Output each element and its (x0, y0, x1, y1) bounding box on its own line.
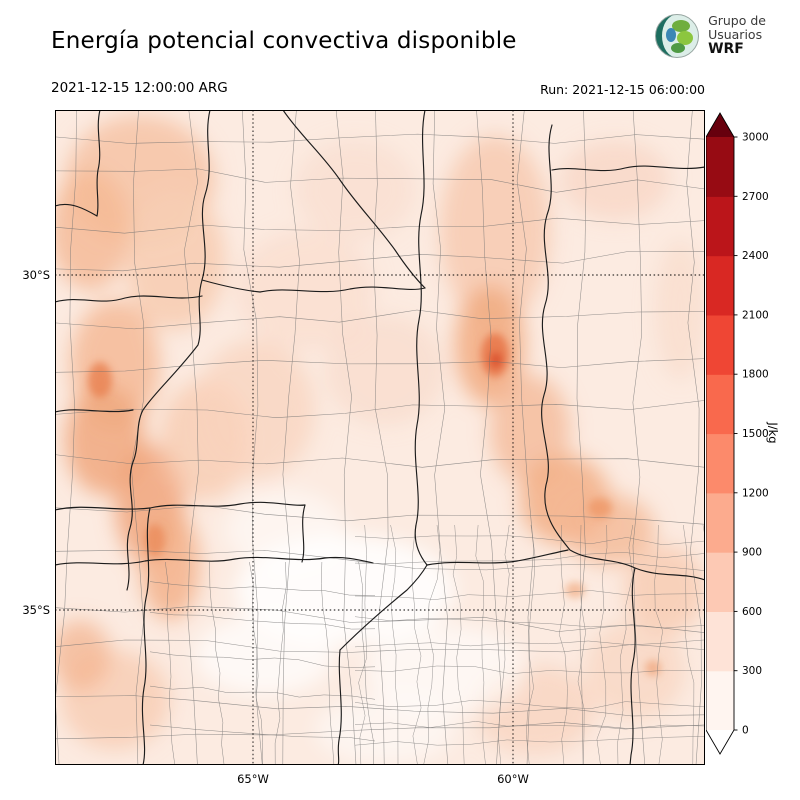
department-boundaries (55, 110, 705, 765)
x-tick-65w: 65°W (237, 772, 269, 786)
colorbar-tick-label: 0 (742, 725, 749, 737)
map-svg (55, 110, 705, 765)
cape-shading-cores (88, 333, 661, 676)
colorbar-segment (706, 314, 734, 375)
gridlines (55, 110, 705, 765)
colorbar-segment (706, 552, 734, 612)
colorbar-tick-label: 1200 (742, 487, 769, 499)
map-plot-area (55, 110, 705, 765)
colorbar-tick-label: 2700 (742, 191, 769, 203)
logo-line-2: Usuarios (708, 27, 763, 43)
colorbar-tick-label: 600 (742, 606, 762, 618)
x-tick-60w: 60°W (497, 772, 529, 786)
colorbar-tick-label: 900 (742, 547, 762, 559)
colorbar-unit-label: J/kg (766, 422, 780, 444)
colorbar-tick-label: 3000 (742, 132, 769, 144)
run-time-label: Run: 2021-12-15 06:00:00 (540, 82, 705, 97)
map-border (55, 110, 705, 765)
department-boundaries-lapampa (149, 561, 376, 765)
colorbar-tick-label: 1500 (742, 428, 769, 440)
colorbar-tick-label: 300 (742, 665, 762, 677)
page-title: Energía potencial convectiva disponible (51, 28, 517, 54)
logo-line-1: Grupo de (708, 13, 766, 29)
valid-time-label: 2021-12-15 12:00:00 ARG (51, 80, 228, 96)
colorbar-segment (706, 670, 734, 731)
colorbar-extend (706, 730, 734, 754)
colorbar-segment (706, 492, 734, 553)
colorbar-segment (706, 255, 734, 316)
colorbar-tick-label: 2100 (742, 309, 769, 321)
department-boundaries-buenosaires (354, 524, 705, 765)
colorbar-segment (706, 611, 734, 672)
colorbar: 0 300 600 900 1200 1500 1800 2100 2400 2700 3000 (706, 112, 769, 755)
wrf-users-group-logo: Grupo de Usuarios WRF (654, 13, 766, 59)
colorbar-segment (706, 196, 734, 257)
wrf-globe-icon (655, 14, 700, 58)
colorbar-extend (706, 113, 734, 137)
colorbar-segment (706, 433, 734, 494)
colorbar-tick-label: 2400 (742, 250, 769, 262)
y-tick-30s: 30°S (22, 268, 50, 282)
logo-line-3: WRF (708, 41, 744, 58)
province-boundaries (55, 110, 705, 765)
colorbar-tick-label: 1800 (742, 369, 769, 381)
y-tick-35s: 35°S (22, 603, 50, 617)
colorbar-segment (706, 137, 734, 197)
logo-text: Grupo de Usuarios WRF (708, 14, 766, 58)
colorbar-segment (706, 374, 734, 435)
